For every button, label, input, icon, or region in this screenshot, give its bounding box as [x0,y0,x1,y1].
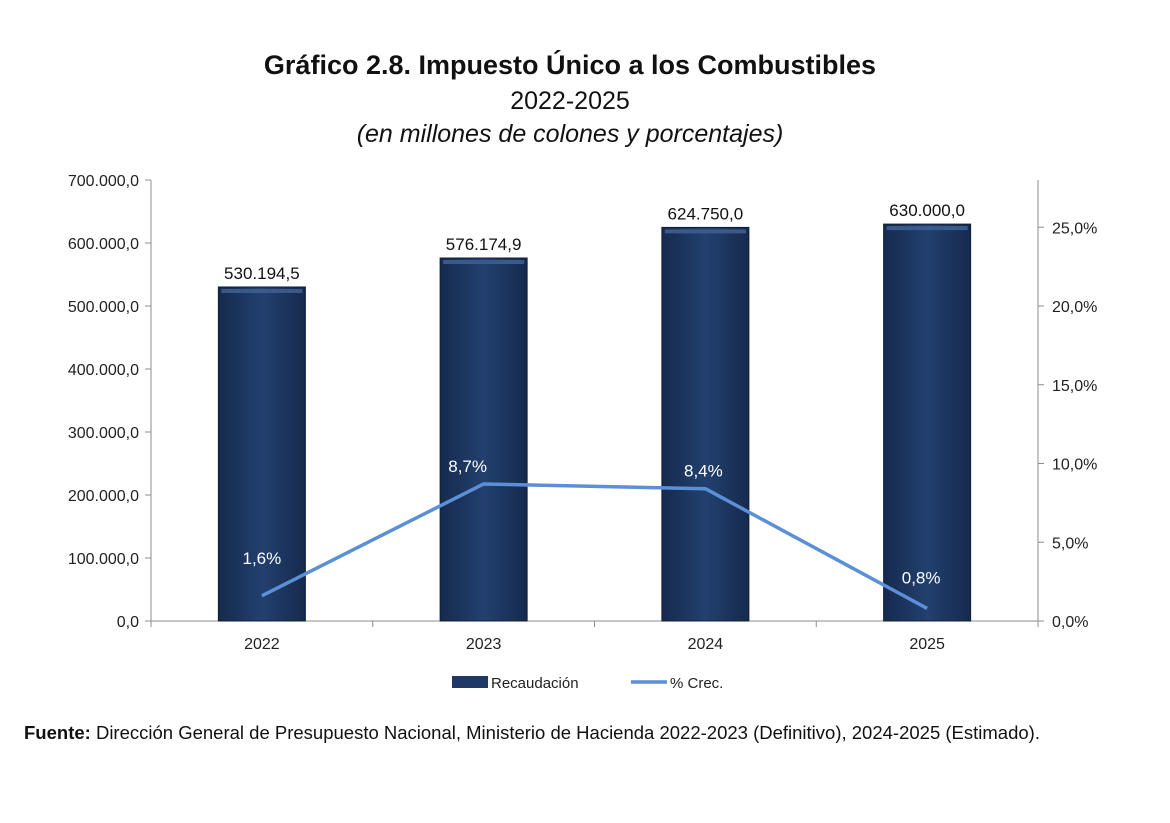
bar-recaudacion-2025 [883,223,972,622]
source-label: Fuente: [24,722,91,743]
bar-recaudacion-2024 [661,226,750,622]
line-data-label: 8,7% [448,457,487,476]
y-right-tick-label: 5,0% [1052,535,1088,552]
bar-recaudacion-2023 [439,257,528,622]
chart-period: 2022-2025 [510,87,630,115]
legend-label-crec: % Crec. [670,675,723,692]
legend-label-recaudacion: Recaudación [491,675,579,692]
y-left-tick-label: 300.000,0 [68,425,139,442]
y-left-tick-label: 400.000,0 [68,362,139,379]
bar-data-label: 530.194,5 [224,264,300,283]
line-data-label: 0,8% [902,568,941,587]
y-right-tick-label: 20,0% [1052,299,1097,316]
line-data-label: 8,4% [684,462,723,481]
x-tick-label: 2023 [466,636,502,653]
source-text: Dirección General de Presupuesto Naciona… [90,722,1040,743]
legend-swatch-recaudacion [452,676,488,688]
x-tick-label: 2022 [244,636,280,653]
bar-highlight [886,226,968,231]
source-note: Fuente: Dirección General de Presupuesto… [24,721,1149,745]
y-left-tick-label: 500.000,0 [68,299,139,316]
bar-data-label: 630.000,0 [889,201,965,220]
chart-title: Gráfico 2.8. Impuesto Único a los Combus… [263,50,877,80]
bar-recaudacion-2022 [217,286,306,622]
y-left-tick-label: 0,0 [117,614,139,631]
line-crec [261,482,928,610]
y-left-tick-label: 600.000,0 [68,236,139,253]
y-right-tick-label: 10,0% [1052,457,1097,474]
chart-units: (en millones de colones y porcentajes) [356,120,784,148]
line-data-label: 1,6% [243,549,282,568]
y-right-tick-label: 25,0% [1052,220,1097,237]
bar-highlight [221,288,303,293]
bar-highlight [664,229,746,234]
combo-chart: 0,0 100.000,0 200.000,0 300.000,0 400.000,0 5… [68,173,1098,692]
x-tick-label: 2025 [909,636,945,653]
y-left-tick-label: 200.000,0 [68,488,139,505]
bar-data-label: 624.750,0 [668,204,744,223]
bar-highlight [443,260,525,265]
y-right-tick-label: 0,0% [1052,614,1088,631]
y-right-tick-label: 15,0% [1052,378,1097,395]
y-left-tick-label: 100.000,0 [68,551,139,568]
bar-data-label: 576.174,9 [446,235,522,254]
y-left-tick-label: 700.000,0 [68,173,139,190]
x-tick-label: 2024 [688,636,724,653]
